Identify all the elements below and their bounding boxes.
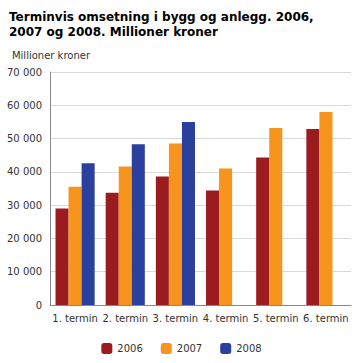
svg-text:Terminvis omsetning i bygg og: Terminvis omsetning i bygg og anlegg. 20… <box>9 10 318 24</box>
svg-text:4. termin: 4. termin <box>203 313 249 324</box>
svg-text:2006: 2006 <box>117 343 142 354</box>
svg-text:2008: 2008 <box>236 343 261 354</box>
svg-text:40 000: 40 000 <box>7 166 42 177</box>
svg-text:2007 og 2008. Millioner kroner: 2007 og 2008. Millioner kroner <box>9 25 218 39</box>
svg-text:70 000: 70 000 <box>7 67 42 78</box>
svg-text:10 000: 10 000 <box>7 266 42 277</box>
svg-text:0: 0 <box>36 300 42 311</box>
svg-text:2. termin: 2. termin <box>102 313 148 324</box>
svg-text:3. termin: 3. termin <box>153 313 199 324</box>
svg-text:Millioner kroner: Millioner kroner <box>12 50 91 61</box>
svg-text:6. termin: 6. termin <box>303 313 349 324</box>
svg-text:50 000: 50 000 <box>7 133 42 144</box>
svg-text:5. termin: 5. termin <box>253 313 299 324</box>
svg-text:60 000: 60 000 <box>7 100 42 111</box>
svg-text:20 000: 20 000 <box>7 233 42 244</box>
svg-text:2007: 2007 <box>177 343 202 354</box>
svg-text:1. termin: 1. termin <box>52 313 98 324</box>
svg-text:30 000: 30 000 <box>7 200 42 211</box>
